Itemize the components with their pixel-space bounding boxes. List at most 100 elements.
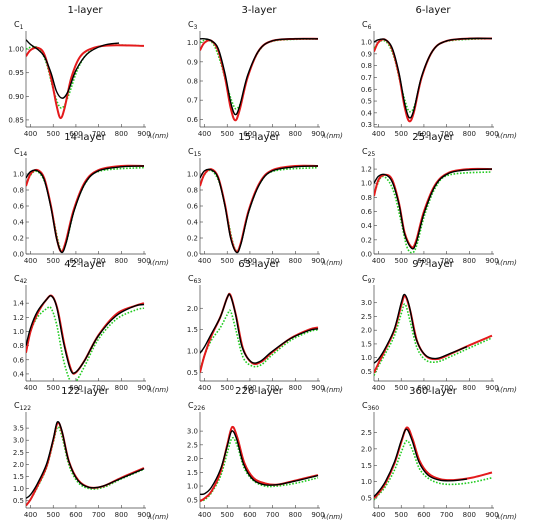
y-axis-label: C122 xyxy=(14,401,31,412)
series-green xyxy=(26,306,145,381)
y-tick-label: 0.8 xyxy=(361,194,372,202)
y-axis-label: C3 xyxy=(188,20,198,31)
panel-10: 122-layer C122 0.5 1.0 1.5 2.0 2.5 3.0 3.5 400 500… xyxy=(13,386,169,521)
x-tick-label: 500 xyxy=(221,384,234,392)
x-axis-label: λ(nm) xyxy=(495,513,517,521)
y-axis-label: C15 xyxy=(188,147,201,158)
x-tick-label: 400 xyxy=(24,384,37,392)
y-tick-label: 2.0 xyxy=(361,327,372,335)
x-tick-label: 400 xyxy=(24,130,37,138)
x-tick-label: 600 xyxy=(417,257,430,265)
y-tick-label: 0.6 xyxy=(13,203,25,211)
y-tick-label: 3.0 xyxy=(361,299,372,307)
y-axis-label: C25 xyxy=(362,147,375,158)
y-tick-label: 0.2 xyxy=(13,235,24,243)
y-axis-label: C1 xyxy=(14,20,24,31)
x-tick-label: 700 xyxy=(92,384,105,392)
y-tick-label: 2.5 xyxy=(187,441,198,449)
panel-title: 226-layer xyxy=(235,386,284,397)
series-green xyxy=(200,436,319,502)
series-red xyxy=(26,294,145,375)
x-tick-label: 400 xyxy=(198,130,211,138)
y-tick-label: 1.2 xyxy=(13,314,24,322)
x-tick-label: 700 xyxy=(92,130,105,138)
panel-4: 14-layer C14 0.0 0.2 0.4 0.6 0.8 1.0 400 500 600 70… xyxy=(13,132,169,267)
y-tick-label: 0.7 xyxy=(187,97,198,105)
y-tick-label: 1.5 xyxy=(361,462,372,470)
x-tick-label: 800 xyxy=(115,257,128,265)
y-tick-label: 0.85 xyxy=(8,116,24,124)
panel-7: 42-layer C42 0.4 0.6 0.8 1.0 1.2 1.4 400 500 600 70… xyxy=(13,259,169,394)
y-axis-label-main: C xyxy=(14,20,20,29)
y-axis-label-sub: 6 xyxy=(368,24,372,31)
y-axis-label-main: C xyxy=(362,20,368,29)
y-tick-label: 3.0 xyxy=(13,437,24,445)
x-tick-label: 700 xyxy=(440,384,453,392)
series-red xyxy=(26,421,145,507)
x-tick-label: 400 xyxy=(198,384,211,392)
y-tick-label: 1.0 xyxy=(13,485,24,493)
y-axis-label-main: C xyxy=(14,147,20,156)
x-tick-label: 800 xyxy=(289,384,302,392)
x-tick-label: 500 xyxy=(395,130,408,138)
x-tick-label: 700 xyxy=(266,257,279,265)
x-tick-label: 900 xyxy=(311,384,324,392)
series-green xyxy=(200,309,319,371)
y-tick-label: 0.6 xyxy=(187,203,199,211)
x-tick-label: 800 xyxy=(115,511,128,519)
x-axis-label: λ(nm) xyxy=(321,132,343,140)
series-black xyxy=(26,295,145,374)
x-tick-label: 800 xyxy=(463,130,476,138)
series-green xyxy=(26,426,145,507)
x-tick-label: 700 xyxy=(440,130,453,138)
x-tick-label: 800 xyxy=(289,130,302,138)
y-tick-label: 0.90 xyxy=(8,93,24,101)
x-tick-label: 800 xyxy=(289,511,302,519)
y-tick-label: 0.9 xyxy=(361,50,372,58)
x-axis-label: λ(nm) xyxy=(147,132,169,140)
y-tick-label: 3.0 xyxy=(187,428,198,436)
x-tick-label: 700 xyxy=(266,511,279,519)
y-axis-label-main: C xyxy=(188,20,194,29)
y-tick-label: 1.0 xyxy=(13,328,24,336)
y-axis-label-main: C xyxy=(188,147,194,156)
x-tick-label: 500 xyxy=(47,257,60,265)
y-tick-label: 1.0 xyxy=(361,478,372,486)
y-tick-label: 0.2 xyxy=(361,236,372,244)
y-tick-label: 1.0 xyxy=(187,171,198,179)
y-axis-label-main: C xyxy=(362,401,368,410)
series-black xyxy=(200,165,319,254)
x-tick-label: 900 xyxy=(311,511,324,519)
y-axis-label: C42 xyxy=(14,274,27,285)
x-tick-label: 900 xyxy=(485,384,498,392)
y-axis-label: C63 xyxy=(188,274,201,285)
y-tick-label: 2.5 xyxy=(13,449,24,457)
x-tick-label: 800 xyxy=(289,257,302,265)
panel-title: 25-layer xyxy=(412,132,454,143)
y-tick-label: 2.5 xyxy=(361,429,372,437)
x-tick-label: 700 xyxy=(266,130,279,138)
y-tick-label: 0.5 xyxy=(361,495,372,503)
panel-3: 6-layer C6 0.3 0.4 0.5 0.6 0.7 0.8 0.9 1.0 400 500 6… xyxy=(361,5,517,140)
series-black xyxy=(374,293,468,364)
y-tick-label: 1.00 xyxy=(8,46,24,54)
y-axis-label-main: C xyxy=(14,274,20,283)
y-tick-label: 1.4 xyxy=(13,300,25,308)
panel-5: 15-layer C15 0.0 0.2 0.4 0.6 0.8 1.0 400 500 600 70… xyxy=(187,132,343,267)
x-tick-label: 500 xyxy=(395,511,408,519)
x-axis-label: λ(nm) xyxy=(321,259,343,267)
y-tick-label: 0.4 xyxy=(13,370,25,378)
panel-title: 42-layer xyxy=(64,259,106,270)
x-tick-label: 500 xyxy=(47,511,60,519)
y-axis-label-main: C xyxy=(14,401,20,410)
y-tick-label: 2.0 xyxy=(13,461,24,469)
y-tick-label: 2.0 xyxy=(187,305,198,313)
x-tick-label: 800 xyxy=(115,384,128,392)
x-axis-label: λ(nm) xyxy=(147,259,169,267)
series-green xyxy=(374,37,493,113)
y-axis-label-sub: 15 xyxy=(194,151,202,158)
y-tick-label: 0.6 xyxy=(361,86,373,94)
x-tick-label: 900 xyxy=(137,257,150,265)
y-axis-label-sub: 14 xyxy=(20,151,28,158)
y-tick-label: 1.0 xyxy=(361,180,372,188)
